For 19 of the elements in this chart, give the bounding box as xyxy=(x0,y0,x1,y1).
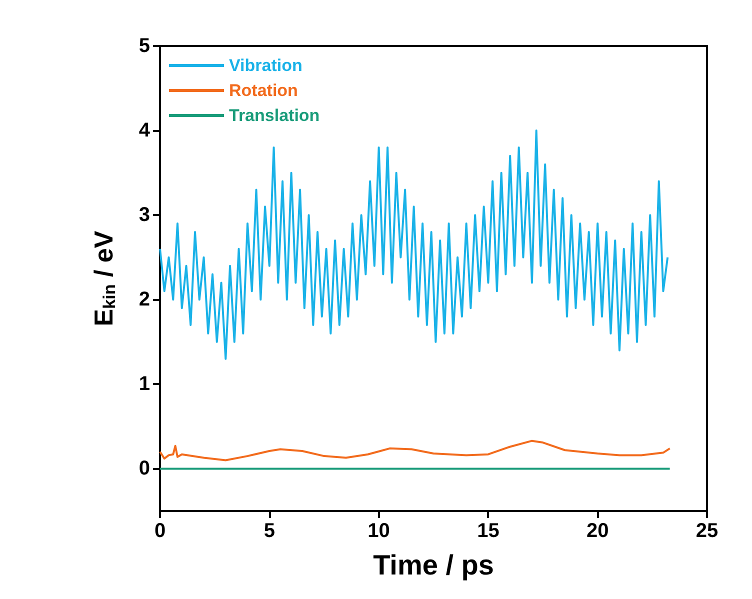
y-tick-label: 3 xyxy=(138,204,150,226)
x-axis-title: Time / ps xyxy=(373,550,494,580)
y-axis-title: Ekin / eV xyxy=(88,230,119,326)
x-tick-label: 5 xyxy=(264,520,275,542)
x-tick-label: 15 xyxy=(477,520,500,542)
legend-label: Translation xyxy=(229,106,320,125)
y-tick-label: 5 xyxy=(138,35,150,57)
x-tick-label: 0 xyxy=(154,520,166,542)
line-series xyxy=(159,440,671,462)
y-tick-label: 4 xyxy=(138,120,151,142)
x-tick-label: 10 xyxy=(368,520,390,542)
y-tick-label: 1 xyxy=(138,373,150,396)
y-tick-label: 0 xyxy=(138,458,150,480)
y-tick-label: 2 xyxy=(138,288,150,311)
x-tick-label: 20 xyxy=(586,520,609,542)
line-series xyxy=(159,130,669,360)
x-tick-label: 25 xyxy=(696,520,718,542)
legend-label: Rotation xyxy=(229,81,298,100)
legend-label: Vibration xyxy=(229,56,302,75)
